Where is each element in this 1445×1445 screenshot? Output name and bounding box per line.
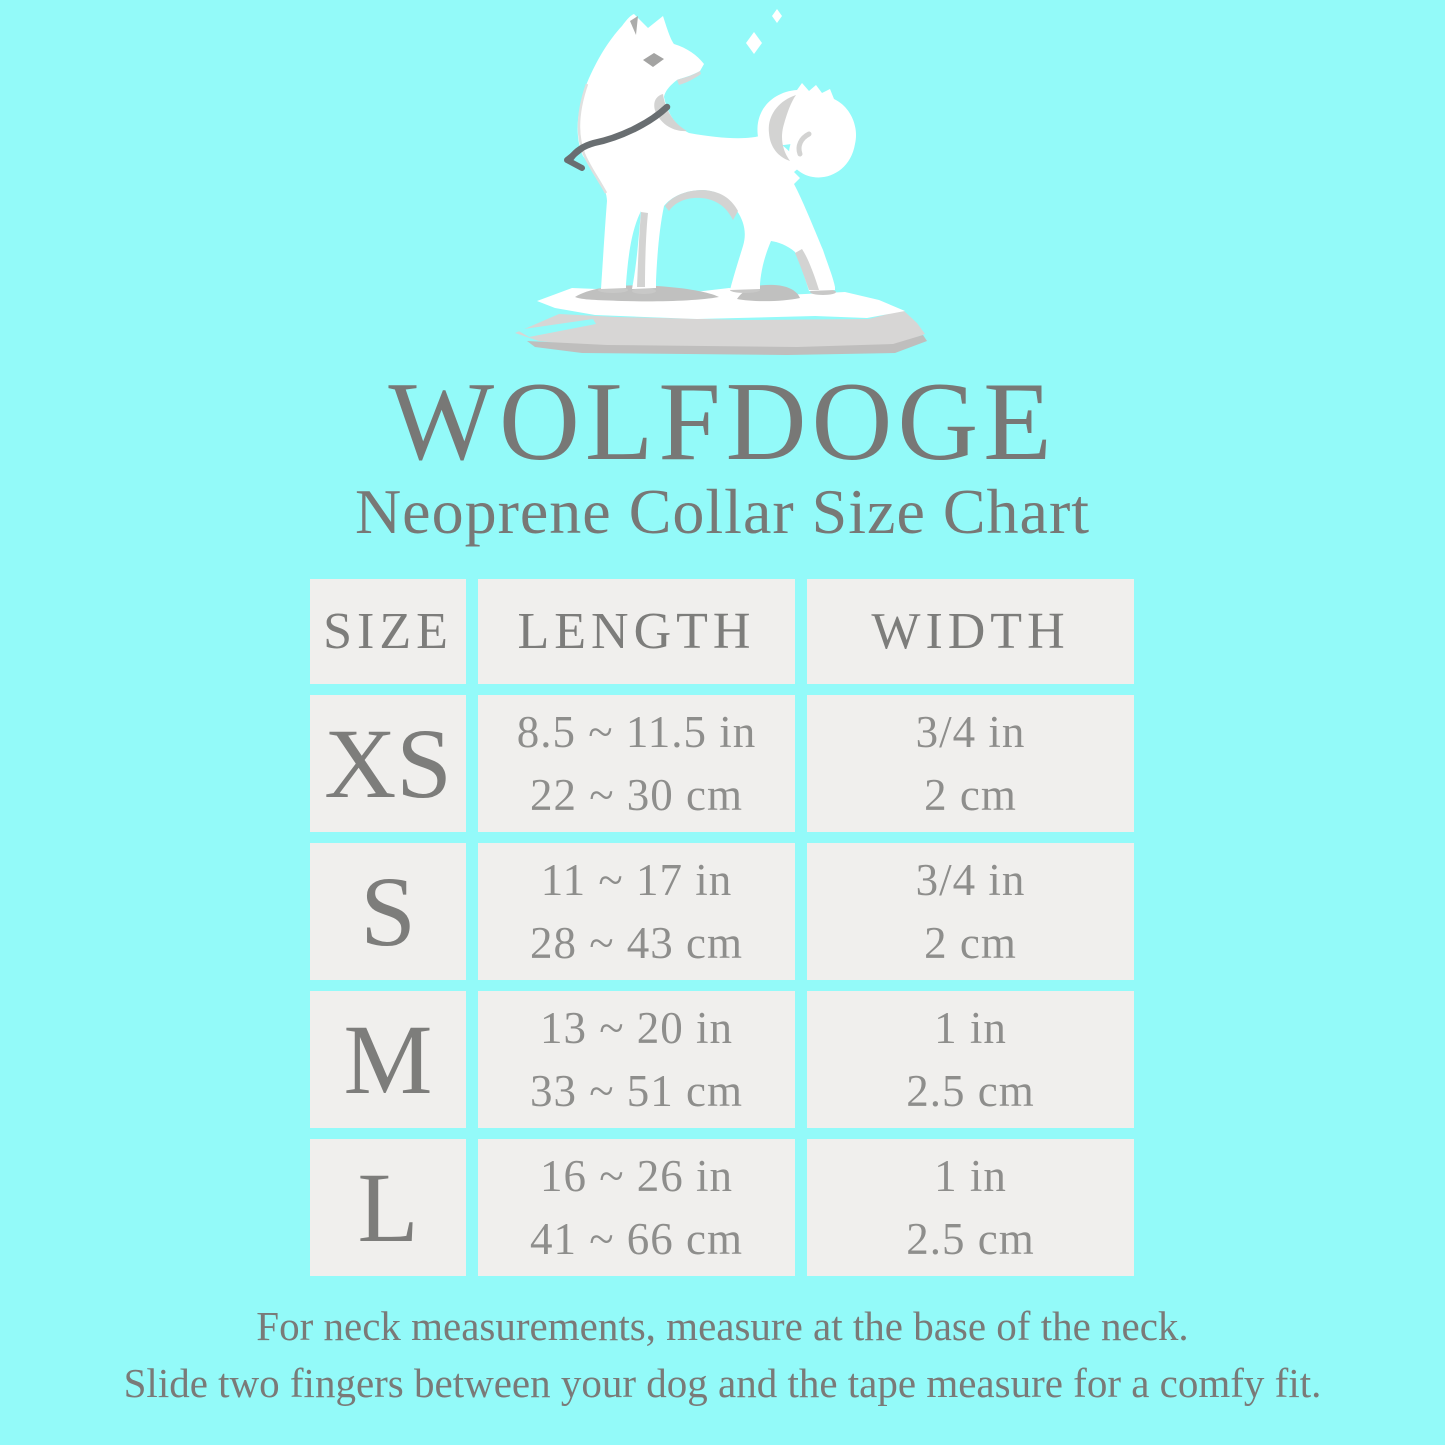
column-header-length: LENGTH [478,579,795,684]
page-title: Neoprene Collar Size Chart [354,476,1091,547]
neck-measuring-line-icon [564,103,671,171]
row-xs-size-label: XS [310,695,466,832]
row-l-length-cell: 16 ~ 26 in 41 ~ 66 cm [478,1139,795,1276]
measurement-note: For neck measurements, measure at the ba… [0,1298,1445,1411]
measurement-note-line1: For neck measurements, measure at the ba… [256,1303,1189,1349]
width-in-value: 1 in [934,1151,1007,1201]
length-in-value: 13 ~ 20 in [539,1003,734,1053]
ear-inner-icon [630,16,638,35]
length-in-value: 11 ~ 17 in [540,855,733,905]
length-cm-value: 28 ~ 43 cm [529,918,744,968]
width-cm-value: 2.5 cm [906,1066,1035,1116]
length-in-value: 16 ~ 26 in [539,1151,734,1201]
row-s-size-label: S [310,843,466,980]
row-l-width-cell: 1 in 2.5 cm [807,1139,1134,1276]
size-chart-table: SIZE LENGTH WIDTH XS 8.5 ~ 11.5 in 22 ~ … [310,579,1134,1276]
width-in-value: 3/4 in [915,855,1026,905]
row-xs-length-cell: 8.5 ~ 11.5 in 22 ~ 30 cm [478,695,795,832]
measurement-note-line2: Slide two fingers between your dog and t… [123,1359,1322,1406]
width-cm-value: 2 cm [924,770,1017,820]
width-in-value: 3/4 in [915,707,1026,757]
length-cm-value: 33 ~ 51 cm [529,1066,744,1116]
dog-body-icon [577,14,857,291]
row-m-length-cell: 13 ~ 20 in 33 ~ 51 cm [478,991,795,1128]
row-l-size-label: L [310,1139,466,1276]
width-cm-value: 2 cm [924,918,1017,968]
husky-dog-logo-icon [515,9,927,355]
length-in-value: 8.5 ~ 11.5 in [516,707,757,757]
row-s-length-cell: 11 ~ 17 in 28 ~ 43 cm [478,843,795,980]
length-cm-value: 22 ~ 30 cm [529,770,744,820]
width-cm-value: 2.5 cm [906,1214,1035,1264]
length-cm-value: 41 ~ 66 cm [529,1214,744,1264]
row-s-width-cell: 3/4 in 2 cm [807,843,1134,980]
row-m-size-label: M [310,991,466,1128]
width-in-value: 1 in [934,1003,1007,1053]
rock-icon [515,284,927,355]
eye-icon [643,53,664,67]
column-header-width: WIDTH [807,579,1134,684]
column-header-size: SIZE [310,579,466,684]
row-xs-width-cell: 3/4 in 2 cm [807,695,1134,832]
row-m-width-cell: 1 in 2.5 cm [807,991,1134,1128]
sparkle-icon [746,9,782,54]
brand-title: WOLFDOGE [388,360,1057,484]
